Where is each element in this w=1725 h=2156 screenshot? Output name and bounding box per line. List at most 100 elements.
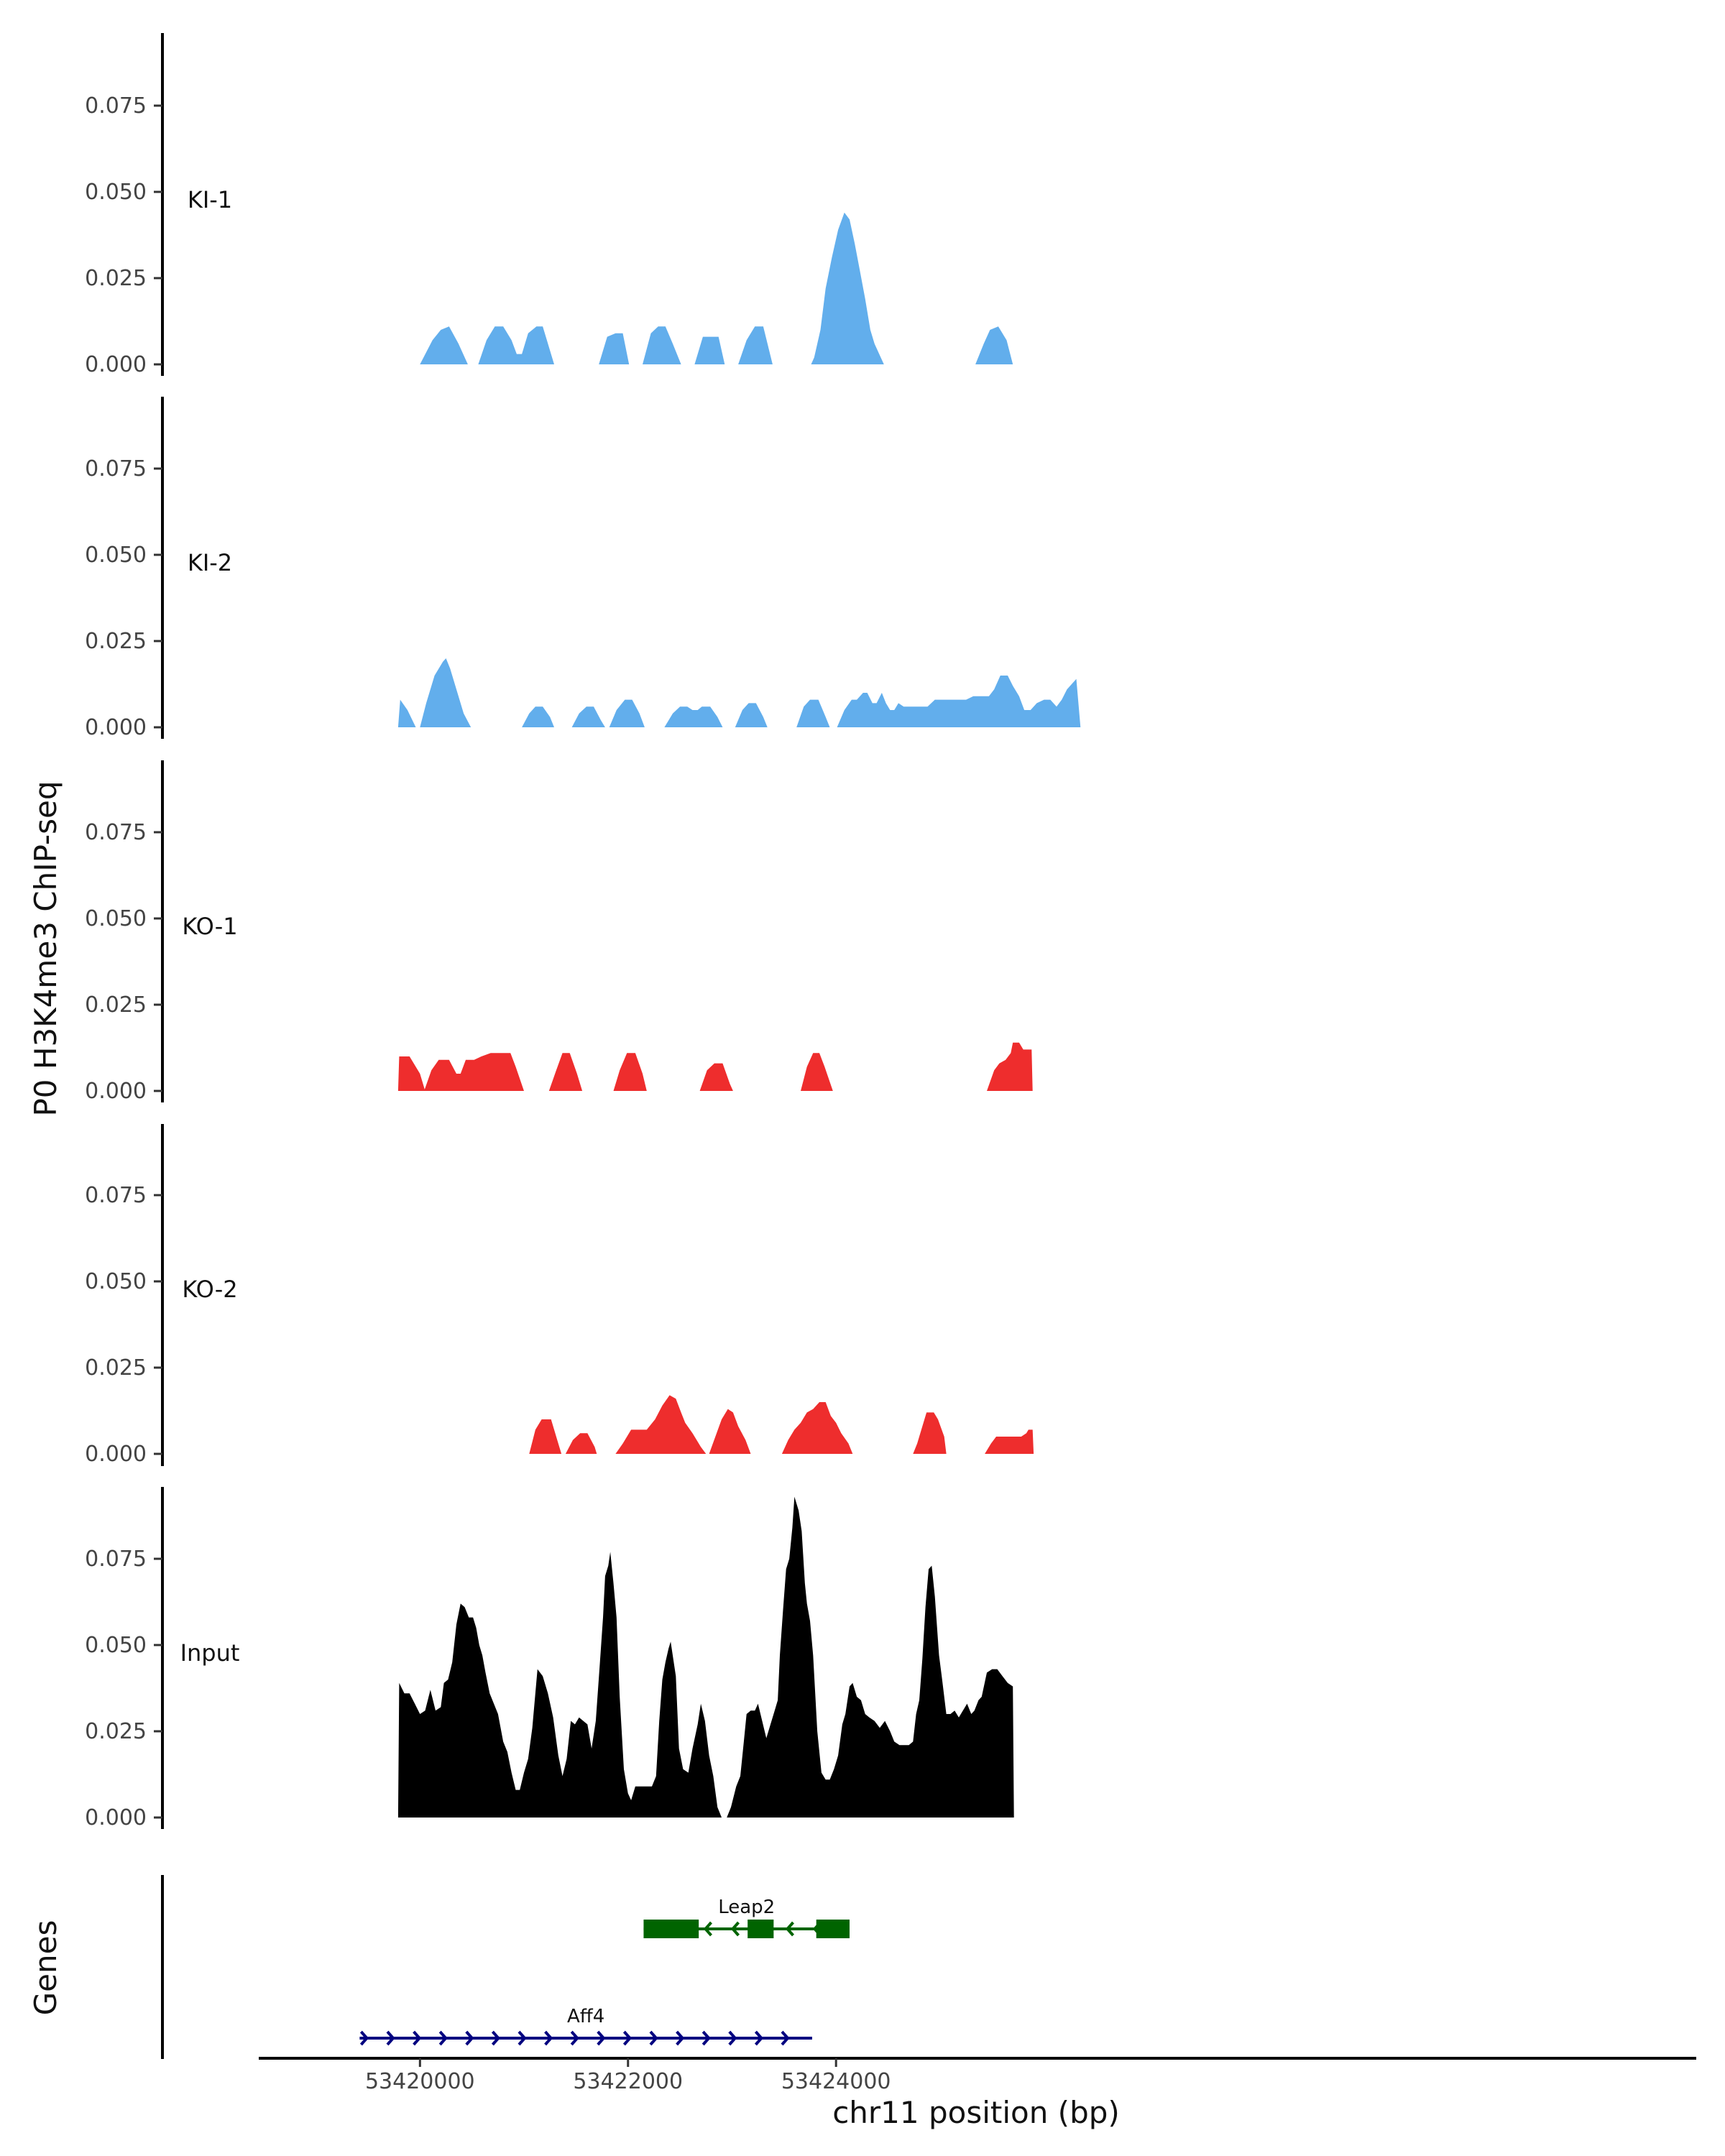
x-tick-label: 53424000 (781, 2069, 891, 2094)
strand-arrow (597, 2030, 606, 2046)
signal-peak (478, 326, 554, 364)
gene-aff4: Aff4 (359, 2006, 812, 2046)
signal-peak (424, 1053, 524, 1091)
signal-peak (643, 326, 681, 364)
signal-peak (694, 336, 725, 364)
y-tick-label: 0.075 (85, 1547, 147, 1572)
signal-peak (397, 1056, 426, 1091)
strand-arrow (622, 2030, 632, 2046)
signal-peak (522, 706, 554, 727)
track-ki-2: 0.000 0.025 0.050 0.075 KI-2 (85, 397, 1081, 740)
signal-peak (397, 699, 416, 727)
signal-peak (987, 1042, 1033, 1091)
track-label: KO-1 (182, 913, 237, 940)
x-tick-label: 53422000 (573, 2069, 683, 2094)
strand-arrow (491, 2030, 501, 2046)
gene-label: Leap2 (718, 1897, 775, 1918)
signal-peak (837, 676, 1081, 727)
y-tick-label: 0.025 (85, 1355, 147, 1381)
strand-arrow (676, 2030, 685, 2046)
y-tick-label: 0.025 (85, 629, 147, 654)
y-tick-label: 0.075 (85, 456, 147, 482)
y-tick-label: 0.025 (85, 992, 147, 1018)
track-label: KI-1 (188, 186, 232, 213)
signal-peak (709, 1409, 751, 1454)
y-tick-label: 0.000 (85, 352, 147, 377)
y-axis-title: P0 H3K4me3 ChIP-seq (28, 780, 63, 1116)
signal-peak (796, 699, 830, 727)
strand-arrow (703, 1921, 712, 1937)
strand-arrow (702, 2030, 711, 2046)
strand-arrow (728, 2030, 737, 2046)
signal-peak (548, 1053, 583, 1091)
y-tick-label: 0.050 (85, 543, 147, 568)
y-tick-label: 0.000 (85, 1079, 147, 1104)
y-tick-label: 0.050 (85, 180, 147, 205)
y-tick-label: 0.075 (85, 93, 147, 119)
track-label: KI-2 (188, 549, 232, 576)
x-axis-title: chr11 position (bp) (832, 2095, 1120, 2130)
track-ko-2: 0.000 0.025 0.050 0.075 KO-2 (85, 1124, 1034, 1467)
signal-peak (781, 1402, 853, 1454)
strand-arrow (386, 2030, 395, 2046)
signal-peak (735, 703, 768, 727)
signal-peak (571, 706, 605, 727)
signal-peak (801, 1053, 833, 1091)
strand-arrow (730, 1921, 740, 1937)
strand-arrow (649, 2030, 658, 2046)
strand-arrow (781, 2030, 790, 2046)
y-tick-label: 0.075 (85, 820, 147, 845)
y-tick-label: 0.000 (85, 1442, 147, 1467)
signal-peak (727, 1496, 1014, 1818)
gene-exon (643, 1920, 699, 1938)
signal-peak (609, 699, 645, 727)
genes-axis-title: Genes (28, 1920, 63, 2016)
signal-peak (420, 326, 468, 364)
strand-arrow (785, 1921, 794, 1937)
y-tick-label: 0.075 (85, 1183, 147, 1208)
signal-peak (613, 1053, 647, 1091)
y-tick-label: 0.000 (85, 1805, 147, 1830)
strand-arrow (544, 2030, 553, 2046)
signal-peak (738, 326, 773, 364)
strand-arrow (438, 2030, 448, 2046)
track-label: KO-2 (182, 1276, 237, 1303)
signal-peak (615, 1395, 707, 1454)
y-tick-label: 0.025 (85, 1719, 147, 1744)
gene-exon (748, 1920, 774, 1938)
signal-peak (397, 1552, 722, 1818)
track-ki-1: 0.000 0.025 0.050 0.075 KI-1 (85, 33, 1013, 377)
signal-peak (913, 1412, 947, 1454)
signal-peak (811, 212, 884, 364)
track-input: 0.000 0.025 0.050 0.075 Input (85, 1487, 1014, 1830)
strand-arrow (754, 2030, 764, 2046)
signal-peak (975, 326, 1013, 364)
strand-arrow (518, 2030, 527, 2046)
x-axis: 53420000 53422000 53424000 (259, 2057, 1696, 2094)
genes-panel: Leap2 Aff4 (161, 1875, 850, 2059)
strand-arrow (570, 2030, 579, 2046)
gene-label: Aff4 (567, 2006, 604, 2027)
y-tick-label: 0.050 (85, 906, 147, 931)
strand-arrow (413, 2030, 422, 2046)
track-ko-1: 0.000 0.025 0.050 0.075 KO-1 (85, 760, 1033, 1104)
strand-arrow (465, 2030, 474, 2046)
y-tick-label: 0.050 (85, 1269, 147, 1294)
signal-peak (420, 658, 472, 727)
y-tick-label: 0.050 (85, 1633, 147, 1658)
gene-exon (816, 1920, 850, 1938)
signal-peak (699, 1063, 733, 1091)
signal-peak (529, 1419, 562, 1454)
signal-peak (664, 706, 723, 727)
y-tick-label: 0.000 (85, 715, 147, 740)
signal-peak (599, 333, 630, 364)
signal-tracks: 0.0000.0250.0500.075KI-10.0000.0250.0500… (85, 33, 1081, 1830)
gene-leap2: Leap2 (643, 1897, 850, 1938)
signal-peak (985, 1429, 1034, 1454)
y-tick-label: 0.025 (85, 266, 147, 291)
strand-arrow (359, 2030, 369, 2046)
x-tick-label: 53420000 (365, 2069, 475, 2094)
track-label: Input (180, 1639, 240, 1667)
signal-peak (565, 1433, 597, 1454)
